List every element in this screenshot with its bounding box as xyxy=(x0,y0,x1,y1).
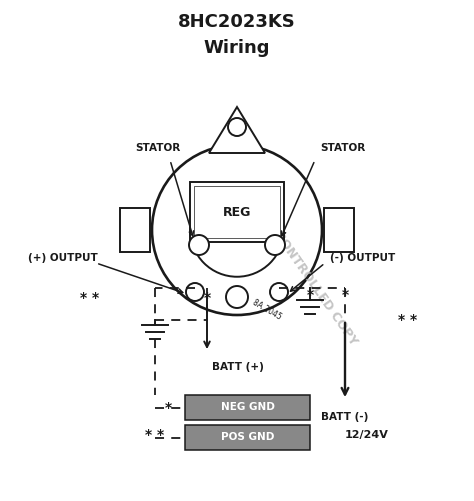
Text: UNCONTROLLED COPY: UNCONTROLLED COPY xyxy=(260,212,360,348)
Text: (+) OUTPUT: (+) OUTPUT xyxy=(28,253,98,263)
Bar xyxy=(194,186,280,238)
Text: *: * xyxy=(164,401,172,415)
Text: 8HC2023KS: 8HC2023KS xyxy=(178,13,296,31)
Polygon shape xyxy=(120,208,150,252)
Circle shape xyxy=(265,235,285,255)
Text: POS GND: POS GND xyxy=(221,432,274,442)
Text: (-) OUTPUT: (-) OUTPUT xyxy=(330,253,395,263)
Text: Wiring: Wiring xyxy=(204,39,270,57)
Text: *: * xyxy=(203,291,210,305)
Text: * *: * * xyxy=(146,428,164,442)
Text: BATT (+): BATT (+) xyxy=(212,362,264,372)
FancyBboxPatch shape xyxy=(190,182,284,242)
Text: BATT (-): BATT (-) xyxy=(321,412,369,422)
Text: * *: * * xyxy=(81,291,100,305)
Text: STATOR: STATOR xyxy=(135,143,180,153)
Bar xyxy=(185,395,310,420)
Text: REG: REG xyxy=(223,205,251,218)
Text: 12/24V: 12/24V xyxy=(345,430,389,440)
Text: STATOR: STATOR xyxy=(320,143,365,153)
Circle shape xyxy=(228,118,246,136)
Circle shape xyxy=(190,183,284,277)
Polygon shape xyxy=(324,208,354,252)
Text: *: * xyxy=(341,288,348,302)
Circle shape xyxy=(189,235,209,255)
Circle shape xyxy=(226,286,248,308)
Text: *: * xyxy=(306,288,314,302)
Circle shape xyxy=(152,145,322,315)
Text: 8A 2045: 8A 2045 xyxy=(251,298,283,322)
Text: * *: * * xyxy=(399,313,418,327)
Polygon shape xyxy=(209,107,265,153)
Text: NEG GND: NEG GND xyxy=(220,402,274,412)
Circle shape xyxy=(186,283,204,301)
Circle shape xyxy=(270,283,288,301)
Bar xyxy=(185,425,310,450)
